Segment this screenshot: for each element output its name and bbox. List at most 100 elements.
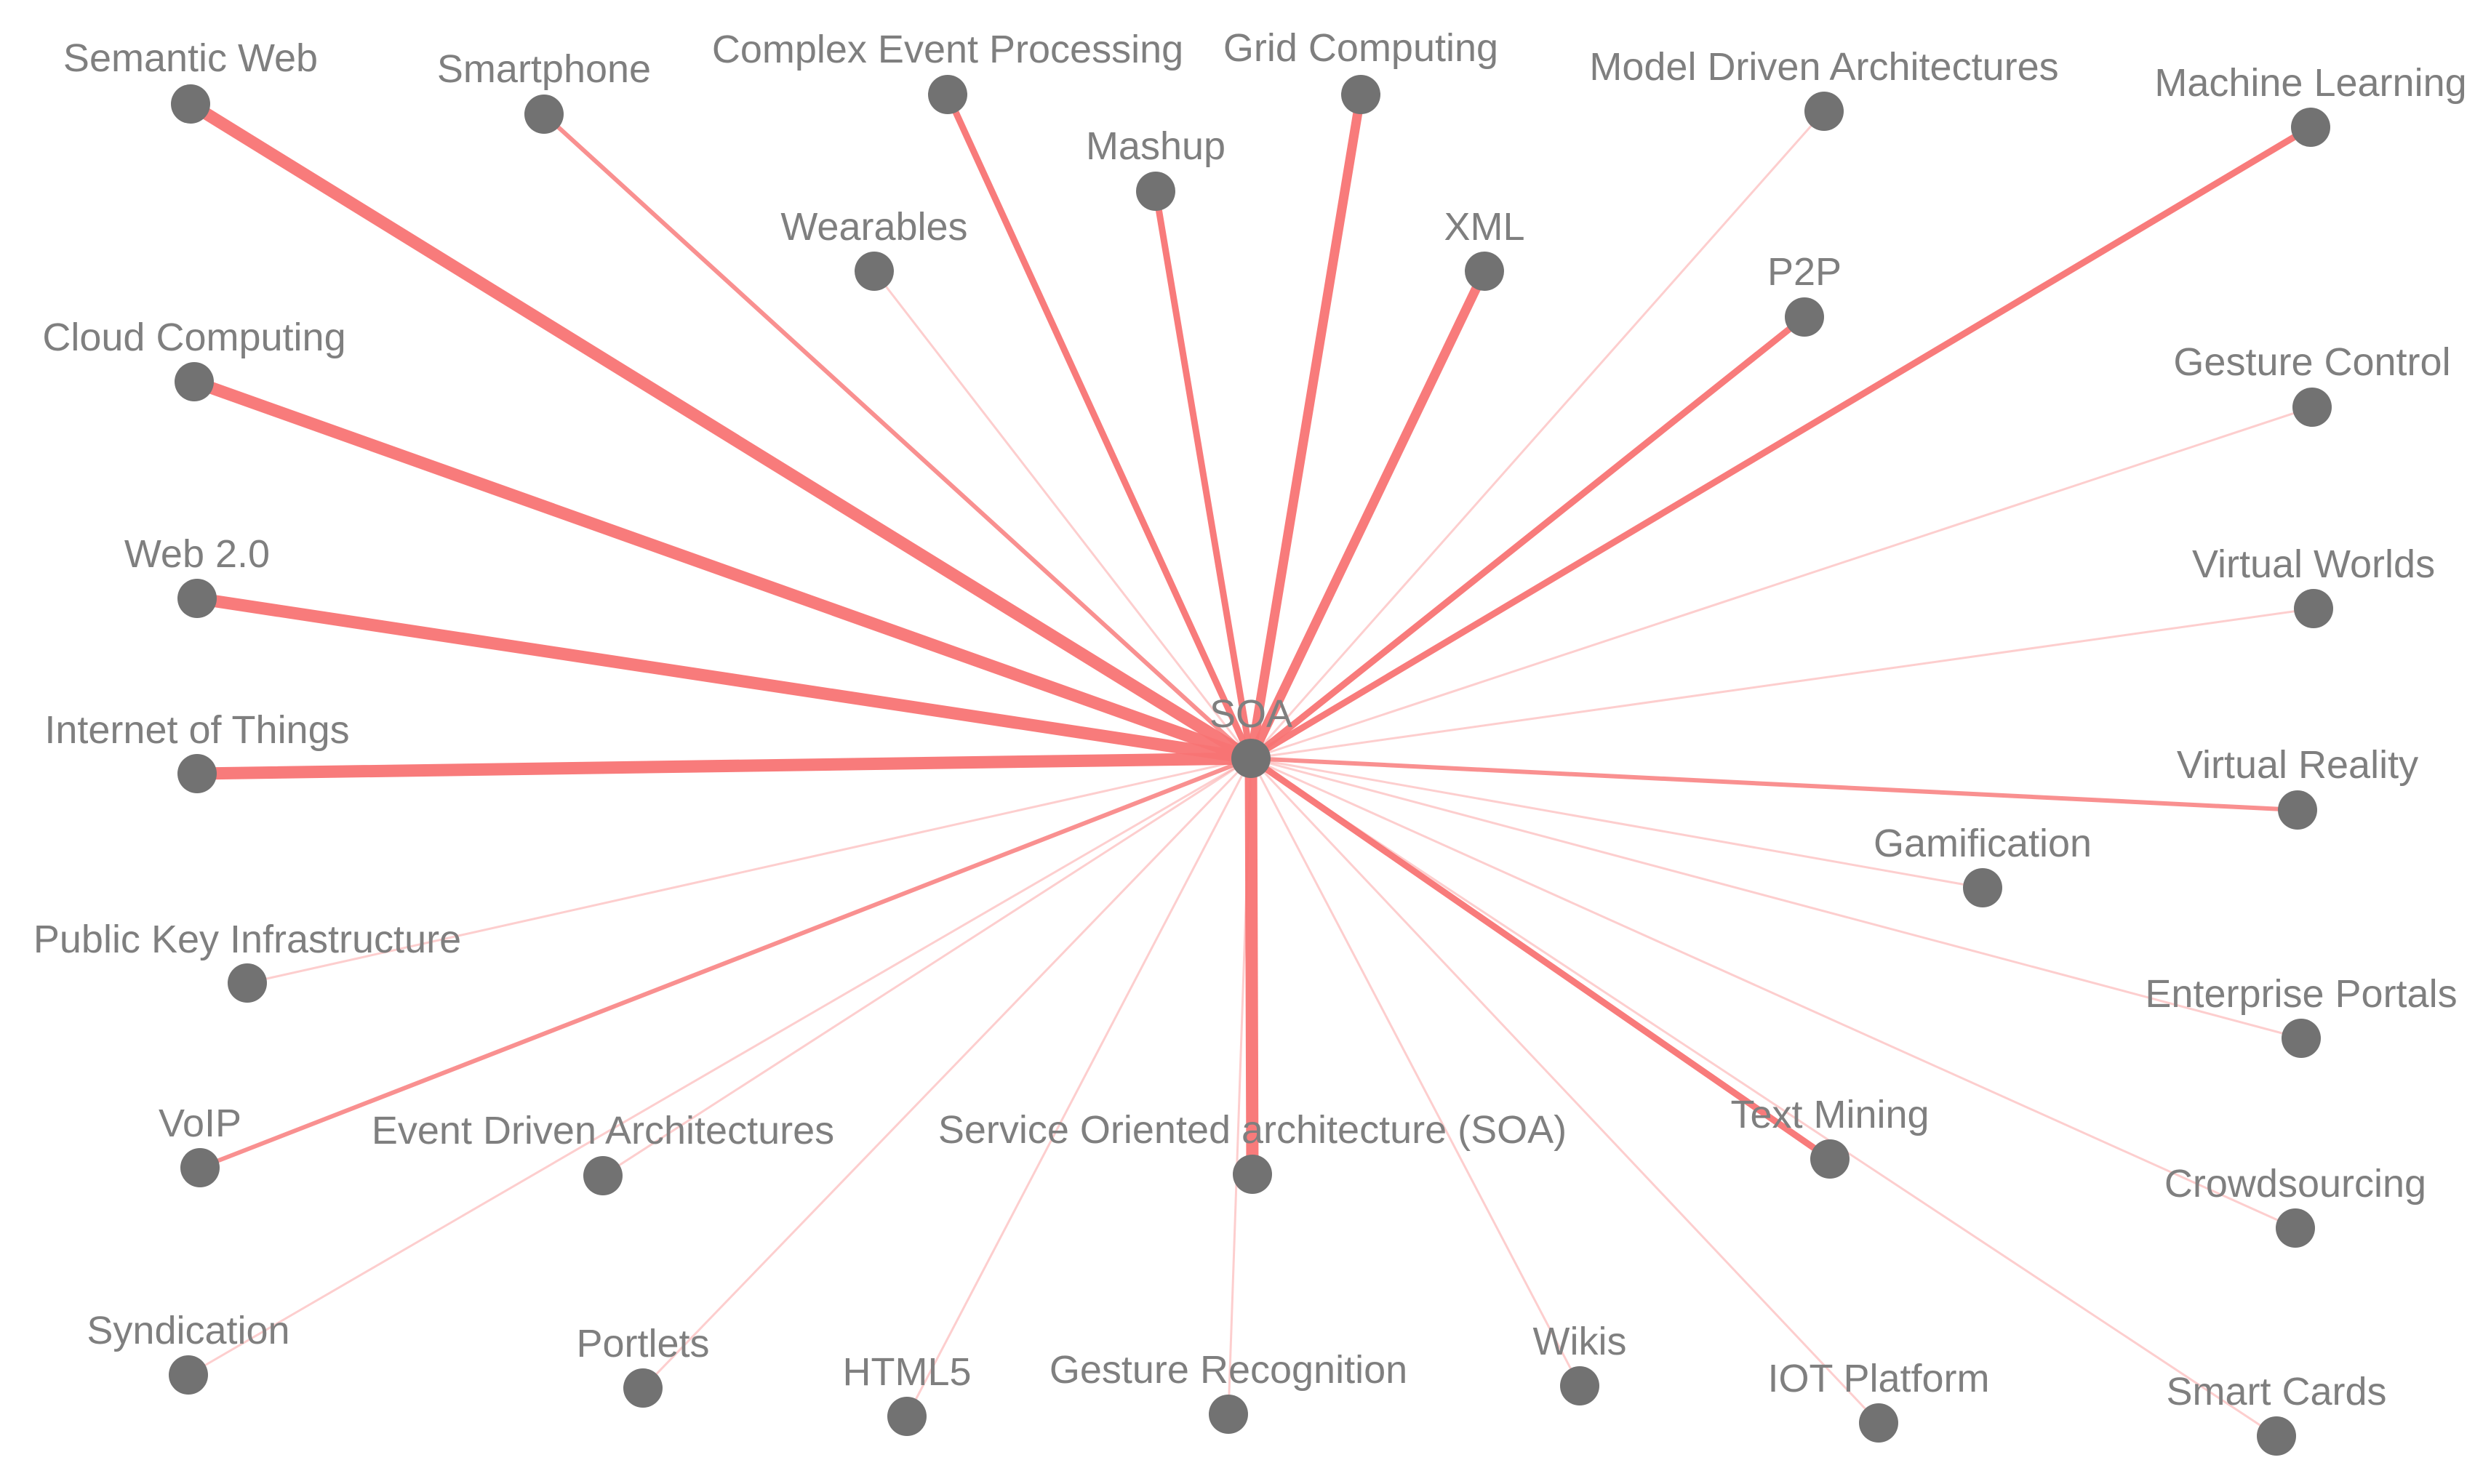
edge-smartphone <box>542 112 1253 761</box>
node-label: Enterprise Portals <box>2145 972 2457 1016</box>
node-iot-platform: IOT Platform <box>1767 1357 1990 1443</box>
node-label: Wearables <box>780 205 967 249</box>
node-dot <box>2278 790 2317 830</box>
edge-xml <box>1246 266 1490 763</box>
node-label: VoIP <box>159 1102 241 1145</box>
node-dot <box>623 1368 663 1408</box>
node-enterprise-portals: Enterprise Portals <box>2145 972 2458 1058</box>
node-machine-learning: Machine Learning <box>2154 61 2467 147</box>
node-label: HTML5 <box>842 1350 971 1394</box>
edge-web-2-0 <box>191 592 1258 765</box>
node-label: Wikis <box>1533 1320 1627 1363</box>
edge-gesture-recognition <box>1227 757 1252 1416</box>
node-public-key-infrastructure: Public Key Infrastructure <box>33 918 461 1003</box>
node-dot <box>1465 252 1504 291</box>
node-dot <box>583 1156 623 1195</box>
edge-public-key-infrastructure <box>246 757 1252 984</box>
node-voip: VoIP <box>159 1102 241 1187</box>
edge-crowdsourcing <box>1250 757 2297 1230</box>
node-dot <box>1804 92 1844 131</box>
node-label: Virtual Worlds <box>2192 542 2435 586</box>
node-dot <box>855 252 894 291</box>
edge-smart-cards <box>1250 757 2278 1437</box>
node-dot <box>2282 1019 2321 1058</box>
node-gesture-recognition: Gesture Recognition <box>1049 1348 1407 1434</box>
node-label: Gamification <box>1874 822 2092 865</box>
node-dot <box>169 1355 208 1395</box>
node-wikis: Wikis <box>1533 1320 1627 1405</box>
node-label: Mashup <box>1086 124 1225 168</box>
node-label: Gesture Recognition <box>1049 1348 1407 1392</box>
center-node: SOA <box>1209 692 1292 778</box>
edge-grid-computing <box>1246 89 1366 763</box>
node-dot <box>2276 1208 2315 1248</box>
edge-semantic-web <box>184 97 1258 765</box>
node-text-mining: Text Mining <box>1730 1093 1930 1179</box>
node-dot <box>1209 1395 1248 1434</box>
node-label: Semantic Web <box>63 36 318 80</box>
node-gamification: Gamification <box>1874 822 2092 907</box>
node-dot <box>1810 1139 1850 1179</box>
node-label: Complex Event Processing <box>712 28 1183 71</box>
node-syndication: Syndication <box>87 1309 290 1395</box>
edge-gesture-control <box>1250 406 2314 760</box>
node-wearables: Wearables <box>780 205 968 291</box>
node-label: Smart Cards <box>2166 1370 2386 1413</box>
edges-layer <box>184 89 2315 1437</box>
node-label: Syndication <box>87 1309 289 1352</box>
node-label: Portlets <box>576 1322 709 1365</box>
node-portlets: Portlets <box>576 1322 710 1408</box>
node-dot <box>1963 868 2002 907</box>
node-label: Model Driven Architectures <box>1589 45 2058 89</box>
node-dot <box>1136 172 1175 211</box>
node-label: Service Oriented architecture (SOA) <box>938 1108 1567 1152</box>
edge-text-mining <box>1247 755 1834 1163</box>
node-html5: HTML5 <box>842 1350 972 1436</box>
edge-syndication <box>187 757 1252 1376</box>
node-dot <box>177 754 217 793</box>
node-grid-computing: Grid Computing <box>1223 26 1498 114</box>
node-label: Gesture Control <box>2173 340 2450 384</box>
node-label: Virtual Reality <box>2177 743 2418 787</box>
edge-cloud-computing <box>188 375 1258 765</box>
node-dot <box>524 95 564 134</box>
node-label: Text Mining <box>1730 1093 1929 1136</box>
node-dot <box>2292 388 2332 427</box>
center-node-dot <box>1231 739 1271 778</box>
center-node-label: SOA <box>1209 692 1292 736</box>
node-label: XML <box>1444 205 1524 249</box>
edge-wikis <box>1250 757 1581 1387</box>
node-label: P2P <box>1767 250 1842 294</box>
node-xml: XML <box>1444 205 1525 291</box>
node-dot <box>180 1148 220 1187</box>
node-mashup: Mashup <box>1086 124 1225 211</box>
node-cloud-computing: Cloud Computing <box>42 316 346 401</box>
edge-p2p <box>1247 313 1808 762</box>
node-internet-of-things: Internet of Things <box>44 708 350 793</box>
node-label: Internet of Things <box>44 708 349 752</box>
node-label: Grid Computing <box>1223 26 1498 70</box>
node-smart-cards: Smart Cards <box>2166 1370 2387 1456</box>
node-dot <box>2294 589 2333 628</box>
node-label: Public Key Infrastructure <box>33 918 461 961</box>
node-dot <box>928 75 967 114</box>
node-label: Cloud Computing <box>42 316 345 359</box>
node-label: Web 2.0 <box>124 532 270 576</box>
edge-html5 <box>905 757 1252 1418</box>
node-label: Smartphone <box>437 47 651 91</box>
node-label: Machine Learning <box>2154 61 2466 105</box>
edge-wearables <box>873 270 1252 760</box>
node-dot <box>2257 1416 2296 1456</box>
edge-virtual-reality <box>1249 756 2300 812</box>
edge-enterprise-portals <box>1250 757 2303 1040</box>
node-model-driven-architectures: Model Driven Architectures <box>1589 45 2059 131</box>
node-dot <box>1785 297 1824 337</box>
node-label: IOT Platform <box>1767 1357 1989 1400</box>
edge-complex-event-processing <box>944 91 1255 762</box>
node-dot <box>1859 1403 1898 1443</box>
node-crowdsourcing: Crowdsourcing <box>2164 1162 2426 1248</box>
node-dot <box>171 84 210 124</box>
node-dot <box>887 1397 927 1436</box>
edge-mashup <box>1152 188 1255 762</box>
edge-virtual-worlds <box>1250 607 2315 760</box>
